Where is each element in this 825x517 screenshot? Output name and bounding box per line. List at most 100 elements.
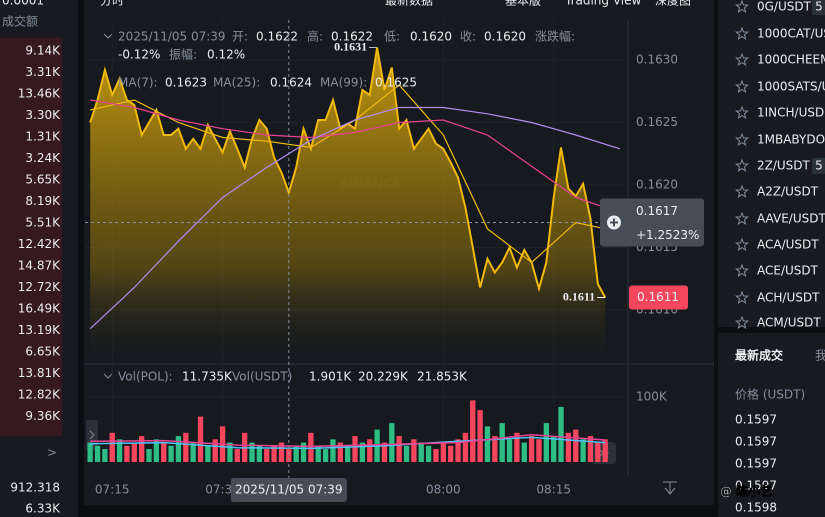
trades-panel xyxy=(718,333,825,517)
volume-bar xyxy=(183,432,189,462)
volume-bar xyxy=(212,439,218,462)
volume-bar xyxy=(602,439,608,462)
top-tab: 分时 xyxy=(100,0,124,8)
trades-tab[interactable]: 最新成交 xyxy=(735,348,783,363)
info-value: 0.1622 xyxy=(331,30,373,44)
top-tab: 最新数据 xyxy=(385,0,433,8)
crosshair-price: 0.1617 xyxy=(636,204,678,218)
volume-bar xyxy=(153,439,160,462)
pair-name[interactable]: ACM/USDT xyxy=(757,316,821,330)
pair-name[interactable]: AAVE/USDT xyxy=(757,212,825,226)
last-price-label: 0.1611 xyxy=(637,290,679,304)
volume-bar xyxy=(278,442,285,462)
volume-cell: 9.14K xyxy=(25,44,61,58)
volume-bar xyxy=(256,445,263,462)
favorite-star[interactable] xyxy=(735,290,749,305)
info-label: 收: xyxy=(460,30,476,44)
crosshair-change: +1.2523% xyxy=(636,228,699,242)
favorite-star[interactable] xyxy=(735,315,749,330)
pair-name[interactable]: 1000SATS/USD xyxy=(757,80,825,94)
pair-name[interactable]: 1MBABYDO xyxy=(757,133,825,147)
volume-cell: 3.30K xyxy=(25,108,61,122)
volume-cell: 5.51K xyxy=(25,216,61,230)
leverage-badge xyxy=(812,0,825,15)
volume-bar xyxy=(286,449,292,462)
price-area xyxy=(90,47,606,360)
volume-bar xyxy=(139,436,145,462)
favorite-star[interactable] xyxy=(735,237,749,252)
volume-cell: 12.72K xyxy=(18,280,61,294)
top-tab: Trading View xyxy=(564,0,642,8)
volume-bar xyxy=(205,445,211,462)
watermark: @ 陈小艺 xyxy=(720,484,772,499)
pair-name[interactable]: ACA/USDT xyxy=(757,238,819,252)
favorite-star[interactable] xyxy=(735,52,749,67)
pair-name[interactable]: 1INCH/USD xyxy=(757,106,824,120)
volume-cell: 13.19K xyxy=(18,323,61,337)
pair-name[interactable]: 0G/USDT xyxy=(757,0,812,14)
info-value: 0.1622 xyxy=(256,30,298,44)
info-label: 高: xyxy=(307,29,323,44)
x-tick-label: 08:00 xyxy=(426,483,461,497)
favorite-star[interactable] xyxy=(735,105,749,120)
volume-bar xyxy=(580,439,586,462)
volume-bar xyxy=(264,449,270,462)
favorite-star[interactable] xyxy=(735,79,749,94)
leverage-badge xyxy=(812,158,825,174)
favorite-star[interactable] xyxy=(735,211,749,226)
collapse-icon[interactable] xyxy=(103,33,113,39)
favorite-star[interactable] xyxy=(735,26,749,41)
order-book-top: 0.0001 xyxy=(2,0,44,8)
volume-cell: 14.87K xyxy=(18,259,61,273)
pair-name[interactable]: ACE/USDT xyxy=(757,264,819,278)
info-value: -0.12% xyxy=(118,48,160,62)
volume-bar xyxy=(403,445,410,462)
volume-bar xyxy=(573,429,579,462)
volume-bar xyxy=(124,445,130,462)
pair-name[interactable]: ACH/USDT xyxy=(757,291,820,305)
volume-bar xyxy=(315,445,321,462)
pair-name[interactable]: A2Z/USDT xyxy=(757,185,819,199)
volume-bar xyxy=(462,432,469,462)
favorite-star[interactable] xyxy=(735,0,749,14)
y-tick-label: 0.1620 xyxy=(636,178,678,192)
ma-legend-name: MA(7): xyxy=(118,76,158,90)
volume-bar xyxy=(190,442,196,462)
trades-tab[interactable]: 我 xyxy=(815,349,825,363)
info-value: 0.1620 xyxy=(410,30,452,44)
volume-bar xyxy=(87,442,93,462)
favorite-star[interactable] xyxy=(735,184,749,199)
volume-bar xyxy=(249,442,255,462)
favorite-star[interactable] xyxy=(735,263,749,278)
info-label: 涨跌幅: xyxy=(535,29,575,44)
volume-bar xyxy=(300,442,307,462)
volume-bar xyxy=(455,439,461,462)
volume-bar xyxy=(543,423,549,462)
low-marker: 0.1611 xyxy=(563,289,595,303)
ma-legend-name: MA(99): xyxy=(320,76,367,90)
leverage-badge-text: 5 xyxy=(815,159,823,173)
x-tick-label: 08:15 xyxy=(536,483,571,497)
info-label: 开: xyxy=(232,30,248,44)
volume-cell: 3.24K xyxy=(25,151,61,165)
volume-bar xyxy=(337,442,343,462)
pair-name[interactable]: 1000CAT/USD xyxy=(757,27,825,41)
volume-bar xyxy=(521,442,527,462)
left-scroll[interactable] xyxy=(86,420,98,450)
volume-bar xyxy=(271,445,277,462)
favorite-star[interactable] xyxy=(735,158,749,173)
volume-bar xyxy=(558,406,564,462)
volume-bar xyxy=(322,449,329,462)
pair-name[interactable]: 1000CHEEM xyxy=(757,53,825,67)
reset-icon[interactable] xyxy=(663,481,677,495)
ma-legend-value: 0.1624 xyxy=(270,76,312,90)
volume-cell: 9.36K xyxy=(25,409,61,423)
pair-name[interactable]: 2Z/USDT xyxy=(757,159,811,173)
favorite-star[interactable] xyxy=(735,132,749,147)
info-label: 振幅: xyxy=(169,47,197,62)
order-book-bottom-value: 6.33K xyxy=(25,502,61,516)
volume-bar xyxy=(484,426,491,462)
volume-bar xyxy=(197,416,204,462)
vol-collapse-icon[interactable] xyxy=(103,373,113,379)
